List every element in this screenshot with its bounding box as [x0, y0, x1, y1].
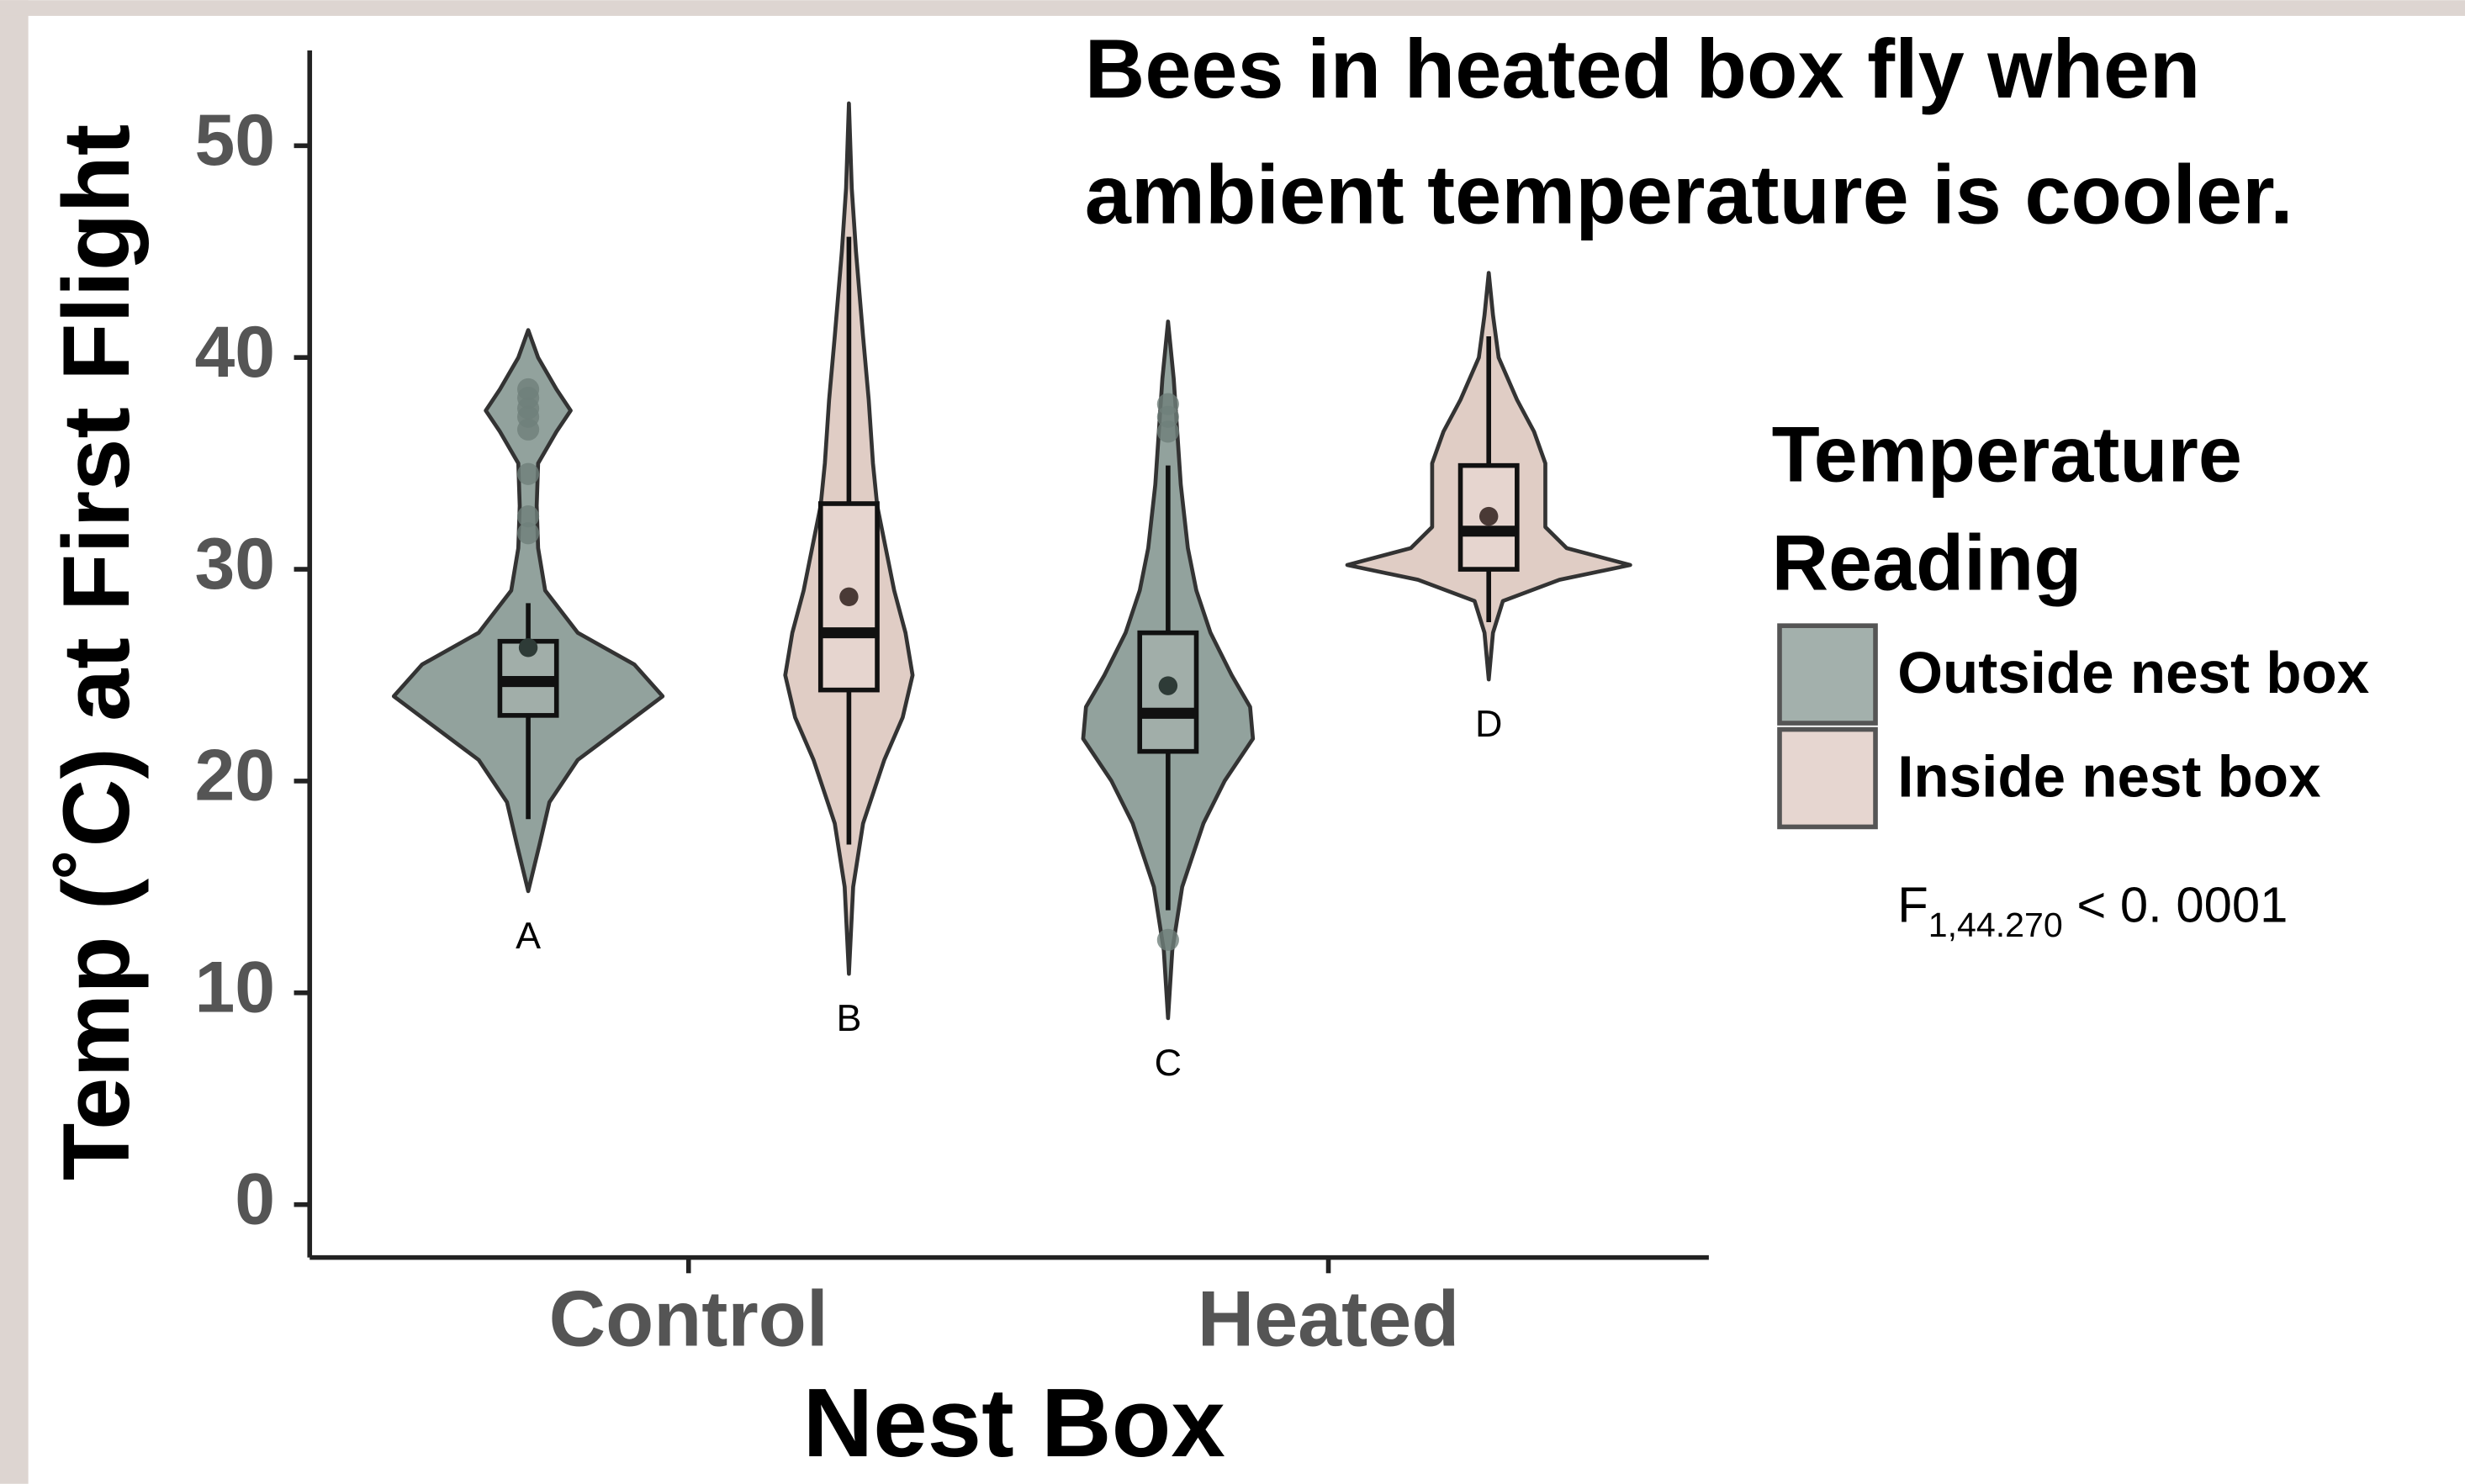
- x-axis-label: Nest Box: [803, 1368, 1225, 1477]
- y-axis-label: Temp (˚C) at First Flight: [43, 124, 149, 1180]
- outlier: [516, 505, 540, 528]
- mean: [839, 587, 859, 607]
- y-tick-label: 30: [194, 524, 275, 605]
- statistic-subscript: 1,44.270: [1928, 906, 2063, 944]
- mean: [1478, 506, 1499, 526]
- group-letter: B: [836, 996, 861, 1039]
- y-tick-label: 0: [235, 1159, 275, 1239]
- y-tick-label: 40: [194, 312, 275, 393]
- group-letter: C: [1155, 1041, 1182, 1084]
- y-tick-label: 20: [194, 736, 275, 816]
- frame-left: [0, 0, 29, 1484]
- legend-key: [1777, 726, 1878, 830]
- group-letter: A: [516, 914, 541, 957]
- y-tick-label: 50: [194, 100, 275, 181]
- legend-label: Outside nest box: [1897, 640, 2369, 705]
- outlier: [516, 418, 540, 441]
- outlier: [516, 462, 540, 485]
- outlier: [1156, 420, 1179, 443]
- y-tick-label: 10: [194, 948, 275, 1028]
- legend-title: Reading: [1772, 519, 2082, 607]
- x-tick-label: Control: [549, 1275, 828, 1363]
- group-letter: D: [1475, 702, 1502, 745]
- statistic: F1,44.270 < 0. 0001: [1897, 876, 2288, 943]
- mean: [518, 638, 538, 658]
- legend-key: [1777, 623, 1878, 726]
- x-tick-label: Heated: [1198, 1275, 1460, 1363]
- chart-title: Bees in heated box fly when: [1085, 22, 2201, 115]
- box: [1457, 462, 1520, 572]
- legend-label: Inside nest box: [1897, 743, 2320, 809]
- chart-title: ambient temperature is cooler.: [1085, 148, 2293, 241]
- outlier: [516, 522, 540, 545]
- outlier: [1156, 928, 1179, 951]
- frame-top: [0, 0, 2465, 16]
- statistic-text: < 0. 0001: [2063, 876, 2288, 932]
- legend-title: Temperature: [1772, 410, 2242, 499]
- mean: [1158, 676, 1178, 695]
- statistic-symbol: F: [1897, 876, 1928, 932]
